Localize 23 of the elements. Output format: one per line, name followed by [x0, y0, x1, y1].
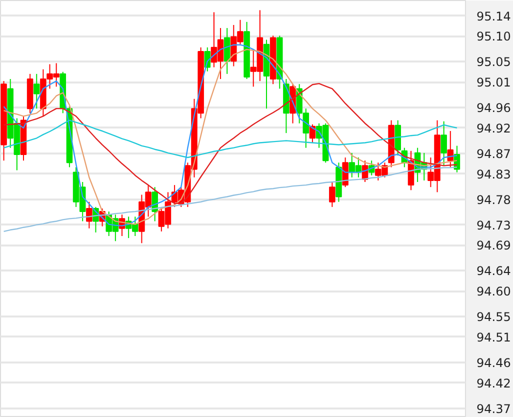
- y-tick-label: 94.87: [476, 146, 511, 161]
- y-tick-label: 94.46: [476, 356, 511, 370]
- y-tick-label: 95.10: [476, 30, 511, 44]
- candlestick: [86, 201, 92, 229]
- y-tick-label: 94.42: [476, 376, 511, 390]
- line-series: [3, 120, 458, 158]
- y-tick-label: 94.73: [476, 218, 511, 232]
- candlestick: [440, 120, 447, 166]
- candlestick: [33, 73, 40, 110]
- y-tick-label: 94.96: [476, 101, 511, 116]
- y-tick-label: 94.60: [476, 284, 511, 299]
- y-tick-label: 95.05: [476, 55, 511, 70]
- candlestick: [329, 181, 336, 208]
- y-tick-label: 94.83: [476, 167, 511, 182]
- y-tick-label: 94.92: [476, 121, 511, 136]
- y-tick-label: 94.78: [476, 192, 511, 207]
- y-tick-label: 94.69: [476, 238, 511, 253]
- y-tick-label: 95.14: [476, 9, 511, 24]
- y-tick-label: 94.37: [476, 402, 511, 416]
- y-tick-label: 94.51: [476, 330, 511, 344]
- y-tick-label: 94.55: [476, 310, 511, 324]
- y-tick-label: 95.01: [476, 76, 511, 90]
- y-tick-label: 94.64: [476, 264, 511, 278]
